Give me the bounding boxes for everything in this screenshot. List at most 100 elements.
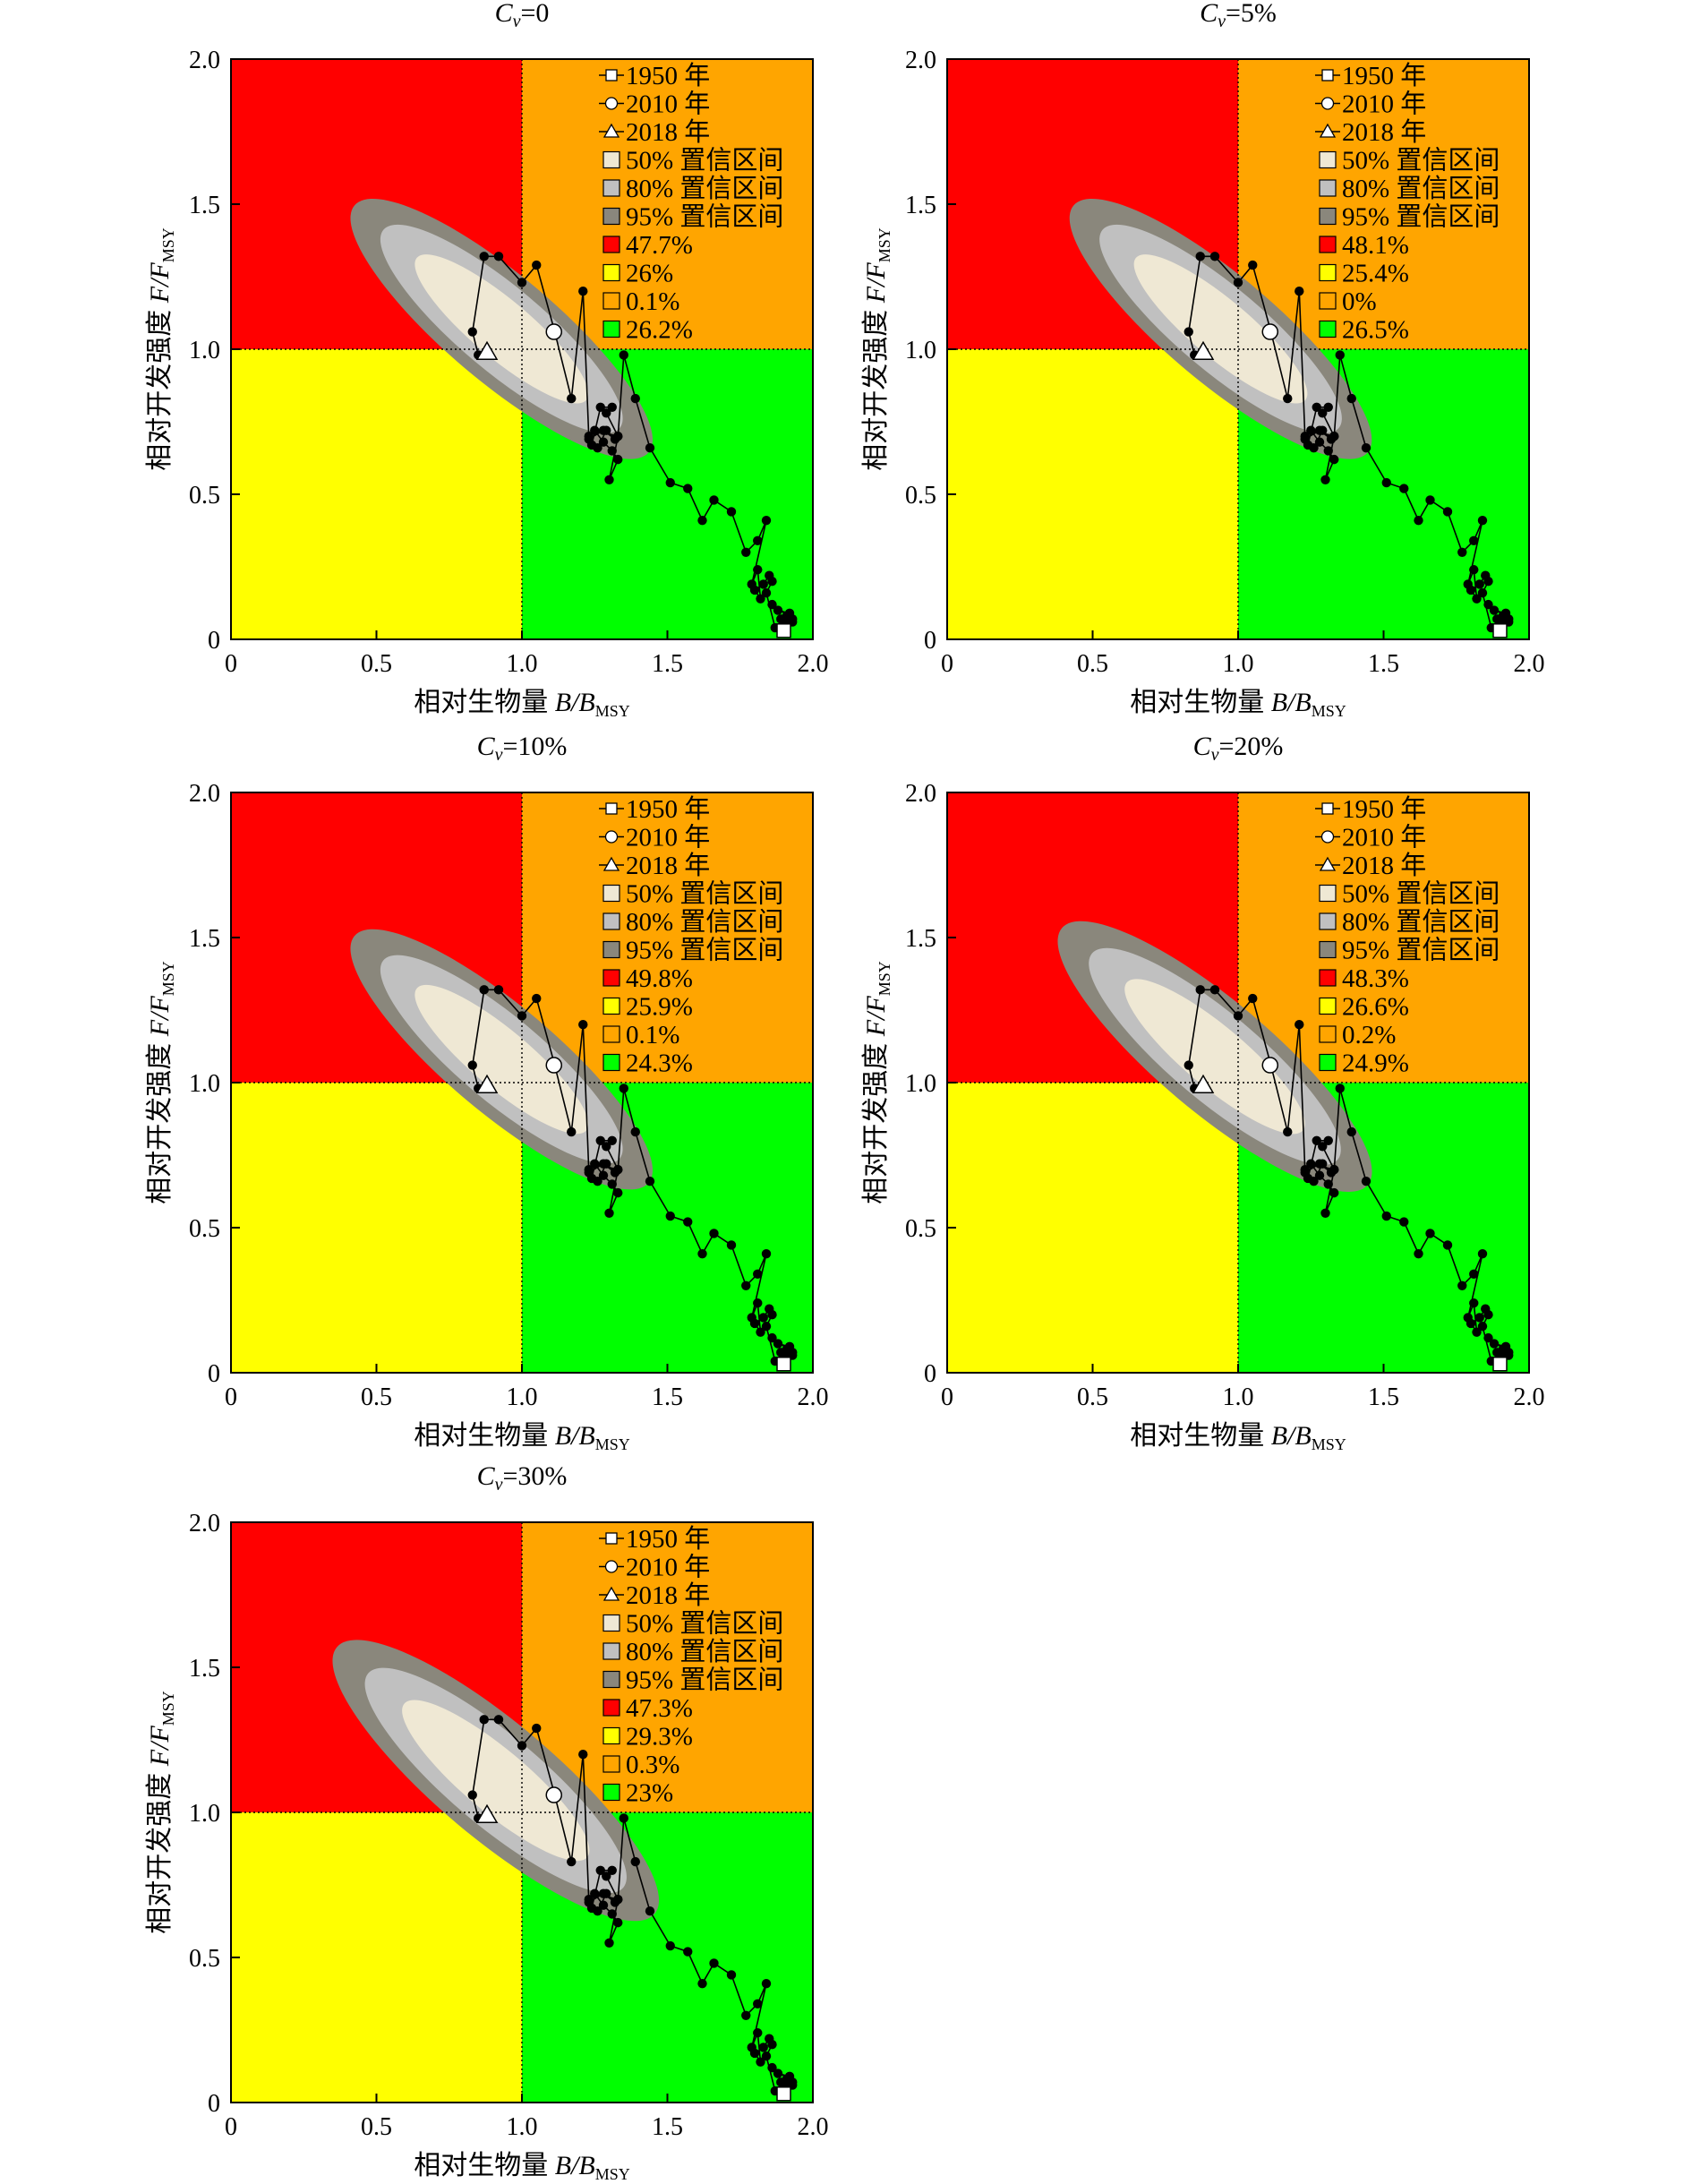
legend-green: 23%: [602, 1779, 673, 1808]
legend-ci80: 80% 置信区间: [602, 907, 783, 937]
marker-2010: [545, 1057, 562, 1074]
trajectory-point: [1483, 1332, 1493, 1343]
trajectory-point: [1323, 402, 1333, 412]
trajectory-point: [630, 1126, 640, 1137]
legend-label: 95% 置信区间: [626, 936, 783, 965]
legend-label: 25.4%: [1342, 260, 1409, 288]
trajectory-point: [683, 1217, 693, 1227]
trajectory-point: [1283, 1126, 1293, 1137]
x-tick-label: 1.0: [507, 2113, 538, 2141]
trajectory-point: [610, 1897, 620, 1907]
y-tick-label: 1.5: [189, 1655, 220, 1683]
trajectory-point: [607, 402, 617, 412]
trajectory-point: [761, 1248, 772, 1259]
legend-swatch: [602, 1025, 620, 1043]
trajectory-point: [709, 1958, 719, 1968]
legend-label: 80% 置信区间: [1342, 174, 1500, 203]
trajectory-point: [758, 579, 768, 589]
y-tick-label: 0: [924, 627, 936, 655]
trajectory-point: [584, 1168, 594, 1178]
trajectory-point: [1209, 252, 1220, 261]
y-tick-label: 0.5: [189, 1215, 220, 1243]
x-tick-label: 2.0: [1514, 1383, 1545, 1411]
trajectory-point: [1477, 515, 1488, 526]
legend-swatch: [1319, 912, 1337, 930]
legend-label: 0.1%: [626, 1021, 679, 1049]
trajectory-point: [593, 1176, 602, 1186]
legend-label: 47.7%: [626, 231, 693, 260]
y-tick-label: 0: [208, 2090, 220, 2118]
y-tick-label: 1.0: [189, 337, 220, 364]
legend-label: 49.8%: [626, 964, 693, 993]
trajectory-point: [1346, 393, 1356, 404]
trajectory-point: [567, 1856, 577, 1867]
trajectory-point: [1472, 594, 1482, 604]
legend-label: 26.2%: [626, 316, 693, 345]
trajectory-point: [767, 1332, 777, 1343]
x-tick-label: 1.0: [507, 1383, 538, 1411]
trajectory-point: [1323, 1135, 1333, 1146]
trajectory-point: [773, 2068, 783, 2078]
trajectory-point: [1318, 408, 1328, 418]
trajectory-point: [1477, 587, 1488, 598]
trajectory-point: [598, 1170, 609, 1180]
legend-swatch: [602, 1642, 620, 1660]
trajectory-point: [619, 1813, 628, 1823]
chart-title: Cv=10%: [477, 732, 568, 765]
trajectory-point: [1381, 477, 1391, 488]
trajectory-point: [761, 2051, 772, 2061]
trajectory-point: [761, 1321, 772, 1332]
legend-square-marker: [1321, 802, 1334, 815]
trajectory-point: [761, 515, 772, 526]
legend-label: 50% 置信区间: [1342, 879, 1500, 909]
trajectory-point: [598, 1900, 609, 1910]
marker-2010: [545, 323, 562, 340]
marker-2010: [1261, 1057, 1278, 1074]
trajectory-point: [493, 252, 504, 261]
legend-label: 80% 置信区间: [626, 907, 783, 937]
trajectory-point: [467, 327, 477, 337]
legend-square-marker: [605, 802, 618, 815]
confidence-regions: [332, 1640, 660, 1922]
y-axis-label: 相对开发强度 F/FMSY: [861, 961, 893, 1204]
legend-swatch: [602, 884, 620, 903]
trajectory-point: [532, 993, 542, 1004]
trajectory-point: [1414, 515, 1423, 526]
legend-swatch: [602, 1699, 620, 1717]
legend-label: 2018 年: [1342, 117, 1426, 147]
legend-label: 2010 年: [1342, 823, 1426, 852]
x-axis-label: 相对生物量 B/BMSY: [414, 1421, 630, 1453]
trajectory-point: [604, 1938, 614, 1948]
legend-ci80: 80% 置信区间: [1319, 174, 1500, 203]
confidence-regions: [350, 198, 654, 459]
trajectory-point: [1323, 1179, 1333, 1189]
legend-swatch: [1319, 1053, 1337, 1072]
legend-label: 50% 置信区间: [626, 146, 783, 176]
y-tick-label: 1.0: [905, 1070, 936, 1098]
x-tick-label: 2.0: [1514, 650, 1545, 678]
trajectory-point: [1457, 547, 1467, 557]
legend-square-marker: [605, 1532, 618, 1545]
trajectory-point: [683, 484, 693, 493]
legend-label: 1950 年: [626, 794, 710, 824]
trajectory-point: [619, 350, 628, 360]
legend-yellow: 26%: [602, 260, 673, 288]
legend-square-marker: [1321, 69, 1334, 81]
marker-2010: [1261, 323, 1278, 340]
chart-panel: 0 0.5 1.0 1.5 2.0 0 0.5 1.0 1.5 2.0 Cv=10% 相对生物量 B/…: [145, 732, 829, 1453]
legend-swatch: [602, 1614, 620, 1632]
y-axis-label: 相对开发强度 F/FMSY: [145, 961, 177, 1204]
trajectory-point: [1504, 1348, 1514, 1358]
legend-label: 95% 置信区间: [626, 1666, 783, 1695]
legend-circle-marker: [604, 830, 619, 844]
marker-1950: [776, 1357, 791, 1372]
trajectory-point: [747, 2043, 756, 2052]
legend-triangle-marker: [602, 856, 620, 871]
legend-2010: 2010 年: [1315, 823, 1426, 852]
legend-green: 26.5%: [1319, 316, 1409, 345]
legend-ci50: 50% 置信区间: [602, 1609, 783, 1639]
legend-swatch: [602, 207, 620, 226]
legend-ci80: 80% 置信区间: [1319, 907, 1500, 937]
